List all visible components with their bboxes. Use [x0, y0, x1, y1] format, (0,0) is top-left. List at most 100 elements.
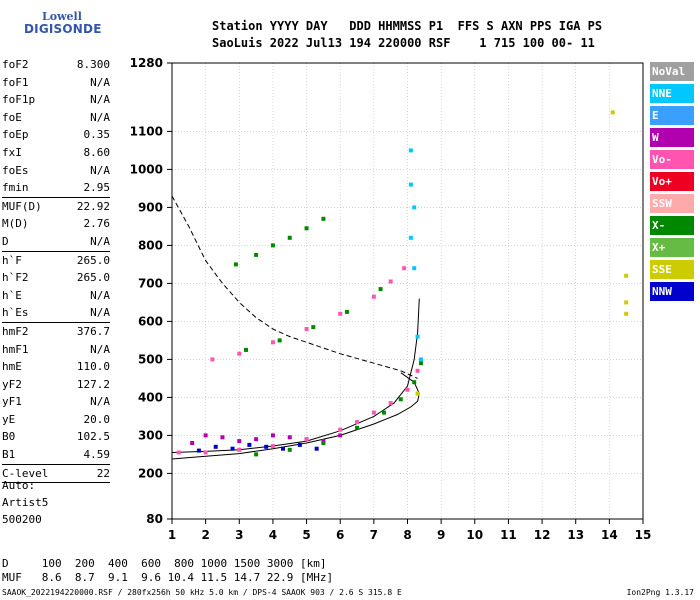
echo-point	[254, 252, 259, 257]
x-tick-label: 1	[168, 528, 176, 542]
echo-point	[408, 182, 413, 187]
y-tick-label: 500	[138, 352, 163, 366]
param-value: N/A	[90, 234, 110, 248]
param-label: MUF(D)	[2, 199, 42, 213]
lowell-digisonde-logo: Lowell DIGISONDE	[4, 6, 104, 46]
plot-grid	[171, 62, 644, 520]
param-value: N/A	[90, 395, 110, 409]
param-row: yF2 127.2	[2, 376, 110, 394]
x-tick-label: 3	[235, 528, 243, 542]
param-label: hmE	[2, 360, 22, 374]
param-row: M(D) 2.76	[2, 215, 110, 233]
param-row: h`E N/A	[2, 287, 110, 305]
y-tick-label: 300	[138, 428, 163, 442]
param-separator	[2, 321, 110, 323]
echo-point	[338, 311, 343, 316]
muf-curve	[171, 195, 418, 379]
param-label: D	[2, 234, 9, 248]
echo-point	[381, 410, 386, 415]
header-line-1: Station YYYY DAY DDD HHMMSS P1 FFS S AXN…	[212, 19, 603, 33]
echo-point	[230, 446, 235, 451]
param-label: C-level	[2, 466, 49, 480]
param-separator	[2, 196, 110, 198]
param-value: 127.2	[76, 377, 110, 391]
param-label: fmin	[2, 181, 29, 195]
param-row: foF1p N/A	[2, 91, 110, 109]
legend-item: X-	[650, 216, 694, 235]
echo-point	[287, 235, 292, 240]
y-tick-label: 200	[138, 466, 163, 480]
param-value: 265.0	[76, 271, 110, 285]
param-separator	[2, 482, 110, 484]
echo-point	[610, 110, 615, 115]
y-tick-label: 400	[138, 390, 163, 404]
param-separator	[2, 250, 110, 252]
artist-info: Auto: Artist5 500200	[2, 477, 48, 528]
param-row: MUF(D) 22.92	[2, 198, 110, 216]
echo-point	[196, 448, 201, 453]
echo-point	[311, 325, 316, 330]
file-footer: SAAOK_2022194220000.RSF / 280fx256h 50 k…	[2, 588, 402, 597]
echo-point	[321, 216, 326, 221]
echo-point	[624, 273, 629, 278]
echo-point	[355, 420, 360, 425]
param-value: 2.76	[83, 217, 111, 231]
echo-point	[277, 338, 282, 343]
param-row: foEs N/A	[2, 162, 110, 180]
echo-point	[378, 287, 383, 292]
echo-point	[287, 447, 292, 452]
echo-point	[344, 309, 349, 314]
artist-line-3: 500200	[2, 513, 42, 526]
echo-point	[270, 340, 275, 345]
legend-item: NoVal	[650, 62, 694, 81]
param-label: h`E	[2, 288, 22, 302]
parameter-panel: foF2 8.300 foF1 N/A foF1p N/A foE N/A foEp 0.35 fx…	[2, 56, 111, 484]
echo-point	[388, 279, 393, 284]
param-separator	[2, 463, 110, 465]
param-row: h`F 265.0	[2, 252, 110, 270]
echo-point	[415, 334, 420, 339]
plot-frame	[171, 62, 644, 520]
artist-line-2: Artist5	[2, 496, 49, 509]
x-tick-label: 11	[500, 528, 517, 542]
y-tick-label: 900	[138, 200, 163, 214]
echo-point	[270, 243, 275, 248]
echo-point	[281, 446, 286, 451]
y-tick-label: 1280	[130, 56, 163, 70]
echo-point	[203, 433, 208, 438]
param-value: 265.0	[76, 253, 110, 267]
echo-point	[220, 435, 225, 440]
plot-points	[176, 110, 629, 457]
d-muf-table: D 100 200 400 600 800 1000 1500 3000 [km…	[2, 557, 333, 585]
param-label: foF1p	[2, 93, 36, 107]
echo-point	[371, 294, 376, 299]
polarization-legend: NoVal NNE E W Vo- Vo+ SSW X- X+ SSE NNW	[650, 62, 694, 304]
legend-item: SSW	[650, 194, 694, 213]
echo-point	[338, 427, 343, 432]
param-row: h`F2 265.0	[2, 269, 110, 287]
echo-point	[418, 361, 423, 366]
param-value: 2.95	[83, 181, 111, 195]
echo-point	[287, 435, 292, 440]
y-tick-label: 600	[138, 314, 163, 328]
echo-point	[190, 441, 195, 445]
param-label: hmF1	[2, 342, 29, 356]
x-tick-label: 15	[635, 528, 652, 542]
echo-point	[237, 439, 242, 444]
echo-point	[415, 391, 420, 396]
echo-point	[371, 410, 376, 415]
echo-point	[297, 442, 302, 447]
param-row: D N/A	[2, 233, 110, 251]
plot-curves	[171, 195, 420, 460]
x-tick-label: 7	[370, 528, 378, 542]
echo-point	[405, 387, 410, 392]
echo-point	[624, 311, 629, 316]
d-line: D 100 200 400 600 800 1000 1500 3000 [km…	[2, 557, 327, 570]
param-label: h`F2	[2, 271, 29, 285]
param-label: hmF2	[2, 324, 29, 338]
echo-point	[338, 433, 343, 438]
param-value: 22	[96, 466, 110, 480]
echo-point	[254, 437, 259, 442]
echo-point	[244, 347, 249, 352]
x-tick-label: 10	[466, 528, 483, 542]
